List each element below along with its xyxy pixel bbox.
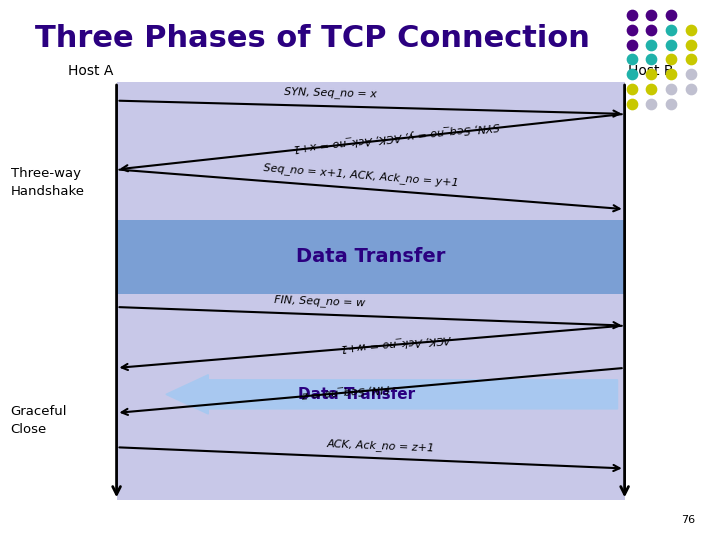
Point	[665, 25, 677, 34]
Point	[685, 40, 697, 49]
Point	[646, 99, 657, 108]
Point	[626, 99, 637, 108]
Text: SYN, Seq_no = x: SYN, Seq_no = x	[284, 86, 377, 99]
Point	[665, 11, 677, 19]
Point	[626, 85, 637, 93]
Point	[665, 40, 677, 49]
Point	[646, 25, 657, 34]
Point	[665, 55, 677, 64]
Point	[665, 70, 677, 78]
Text: Data Transfer: Data Transfer	[296, 247, 445, 266]
Text: Three-way
Handshake: Three-way Handshake	[11, 167, 85, 198]
Text: Data Transfer: Data Transfer	[298, 387, 415, 402]
Point	[626, 11, 637, 19]
Text: Three Phases of TCP Connection: Three Phases of TCP Connection	[35, 24, 590, 53]
Text: FIN, Seq_no = z: FIN, Seq_no = z	[302, 382, 390, 401]
Text: Graceful
Close: Graceful Close	[11, 406, 67, 436]
Bar	[117, 82, 624, 500]
Point	[685, 85, 697, 93]
Text: ACK, Ack_no = z+1: ACK, Ack_no = z+1	[327, 438, 435, 454]
Point	[626, 40, 637, 49]
FancyArrow shape	[166, 375, 618, 414]
Text: Host B: Host B	[628, 64, 674, 78]
Point	[646, 55, 657, 64]
Point	[626, 70, 637, 78]
Point	[646, 85, 657, 93]
Point	[626, 55, 637, 64]
Text: Seq_no = x+1, ACK, Ack_no = y+1: Seq_no = x+1, ACK, Ack_no = y+1	[263, 162, 459, 188]
Bar	[117, 220, 624, 294]
Point	[646, 70, 657, 78]
Text: FIN, Seq_no = w: FIN, Seq_no = w	[274, 294, 366, 309]
Point	[626, 25, 637, 34]
Point	[665, 99, 677, 108]
Text: SYN, Seq_no = y, ACK, Ack_no = x+1: SYN, Seq_no = y, ACK, Ack_no = x+1	[293, 120, 500, 153]
Text: 76: 76	[681, 515, 696, 525]
Point	[646, 11, 657, 19]
Text: Host A: Host A	[68, 64, 113, 78]
Point	[685, 55, 697, 64]
Point	[685, 25, 697, 34]
Point	[685, 70, 697, 78]
Point	[646, 40, 657, 49]
Point	[665, 85, 677, 93]
Text: ACK, Ack_no = w+1: ACK, Ack_no = w+1	[341, 333, 452, 353]
